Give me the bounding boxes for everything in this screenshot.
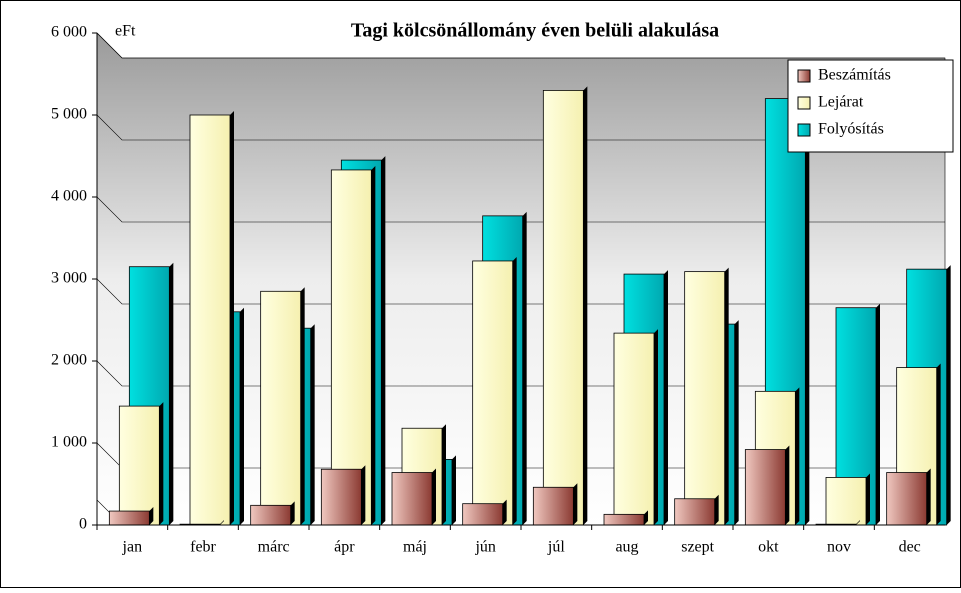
bar-side xyxy=(371,165,376,525)
bar-side xyxy=(230,111,234,525)
y-tick-label: 4 000 xyxy=(51,188,87,205)
x-tick-label: márc xyxy=(258,539,290,556)
bar-side xyxy=(442,424,446,525)
grid-line xyxy=(96,196,945,223)
bar xyxy=(250,504,292,526)
x-tick-label: jún xyxy=(474,539,495,556)
bar-side xyxy=(290,501,295,525)
bar xyxy=(118,405,160,526)
bar xyxy=(825,477,867,526)
legend-swatch xyxy=(797,123,811,137)
x-tick-label: szept xyxy=(681,539,714,556)
bar-side xyxy=(169,262,174,525)
bar-side xyxy=(361,465,366,525)
bar xyxy=(674,498,716,526)
bar xyxy=(189,114,231,526)
bar xyxy=(260,290,302,526)
bar xyxy=(744,449,786,526)
grid-line xyxy=(96,114,945,141)
bar-side xyxy=(856,520,860,525)
bar-side xyxy=(926,468,931,525)
x-tick-label: ápr xyxy=(334,539,355,556)
bar xyxy=(108,510,150,526)
bar-side xyxy=(724,267,729,525)
bar-side xyxy=(654,329,658,525)
x-tick-label: okt xyxy=(758,539,779,556)
y-tick-label: 5 000 xyxy=(51,106,87,123)
x-tick-label: júl xyxy=(547,539,565,556)
x-tick-label: jan xyxy=(122,539,143,556)
bar xyxy=(462,503,504,526)
legend-label: Beszámítás xyxy=(818,67,891,84)
bar-side xyxy=(805,94,810,525)
bar-side xyxy=(149,507,154,525)
bar-side xyxy=(795,387,800,525)
legend-swatch xyxy=(797,96,811,110)
bar-side xyxy=(502,499,507,525)
x-tick-label: febr xyxy=(190,539,216,556)
bar-side xyxy=(573,483,578,525)
x-tick-label: nov xyxy=(827,539,851,556)
bar xyxy=(886,472,928,526)
y-tick-label: 6 000 xyxy=(51,24,87,41)
grid-line xyxy=(96,360,945,387)
bar xyxy=(603,513,645,526)
grid-line xyxy=(96,32,945,59)
bar-side xyxy=(432,468,436,525)
bar-side xyxy=(866,473,870,525)
y-axis-label: eFt xyxy=(115,23,136,40)
bar-side xyxy=(522,211,527,526)
bar-side xyxy=(310,324,315,525)
bar-side xyxy=(381,156,386,525)
bar-side xyxy=(240,307,244,525)
bar-side xyxy=(452,455,456,525)
bar xyxy=(472,260,514,526)
bar-side xyxy=(583,86,588,526)
bar xyxy=(320,468,362,526)
bar-side xyxy=(734,320,739,525)
legend-label: Lejárat xyxy=(818,94,864,111)
bar-side xyxy=(220,520,224,525)
bar-side xyxy=(644,510,648,525)
y-tick-label: 2 000 xyxy=(51,352,87,369)
bar xyxy=(613,332,655,526)
legend-swatch xyxy=(797,69,811,83)
bar xyxy=(542,90,584,526)
bar xyxy=(532,486,574,526)
bar-side xyxy=(946,265,951,525)
bar xyxy=(684,271,726,526)
bar-side xyxy=(714,494,719,525)
grid-line xyxy=(96,278,945,305)
bar-side xyxy=(785,445,790,525)
bar-side xyxy=(664,270,668,525)
chart-title: Tagi kölcsönállomány éven belüli alakulá… xyxy=(351,20,719,42)
x-tick-label: máj xyxy=(403,539,427,556)
legend xyxy=(787,59,954,153)
bar-side xyxy=(876,303,880,525)
bar-side xyxy=(936,363,941,525)
bar xyxy=(391,472,433,526)
legend-label: Folyósítás xyxy=(818,121,884,138)
y-tick-label: 0 xyxy=(79,516,87,533)
bar-side xyxy=(512,256,517,525)
bar-side xyxy=(300,287,305,525)
bar xyxy=(330,169,372,526)
y-tick-label: 1 000 xyxy=(51,434,87,451)
bar-side xyxy=(159,402,164,525)
x-tick-label: aug xyxy=(615,539,638,556)
y-tick-label: 3 000 xyxy=(51,270,87,287)
x-tick-label: dec xyxy=(899,539,921,556)
